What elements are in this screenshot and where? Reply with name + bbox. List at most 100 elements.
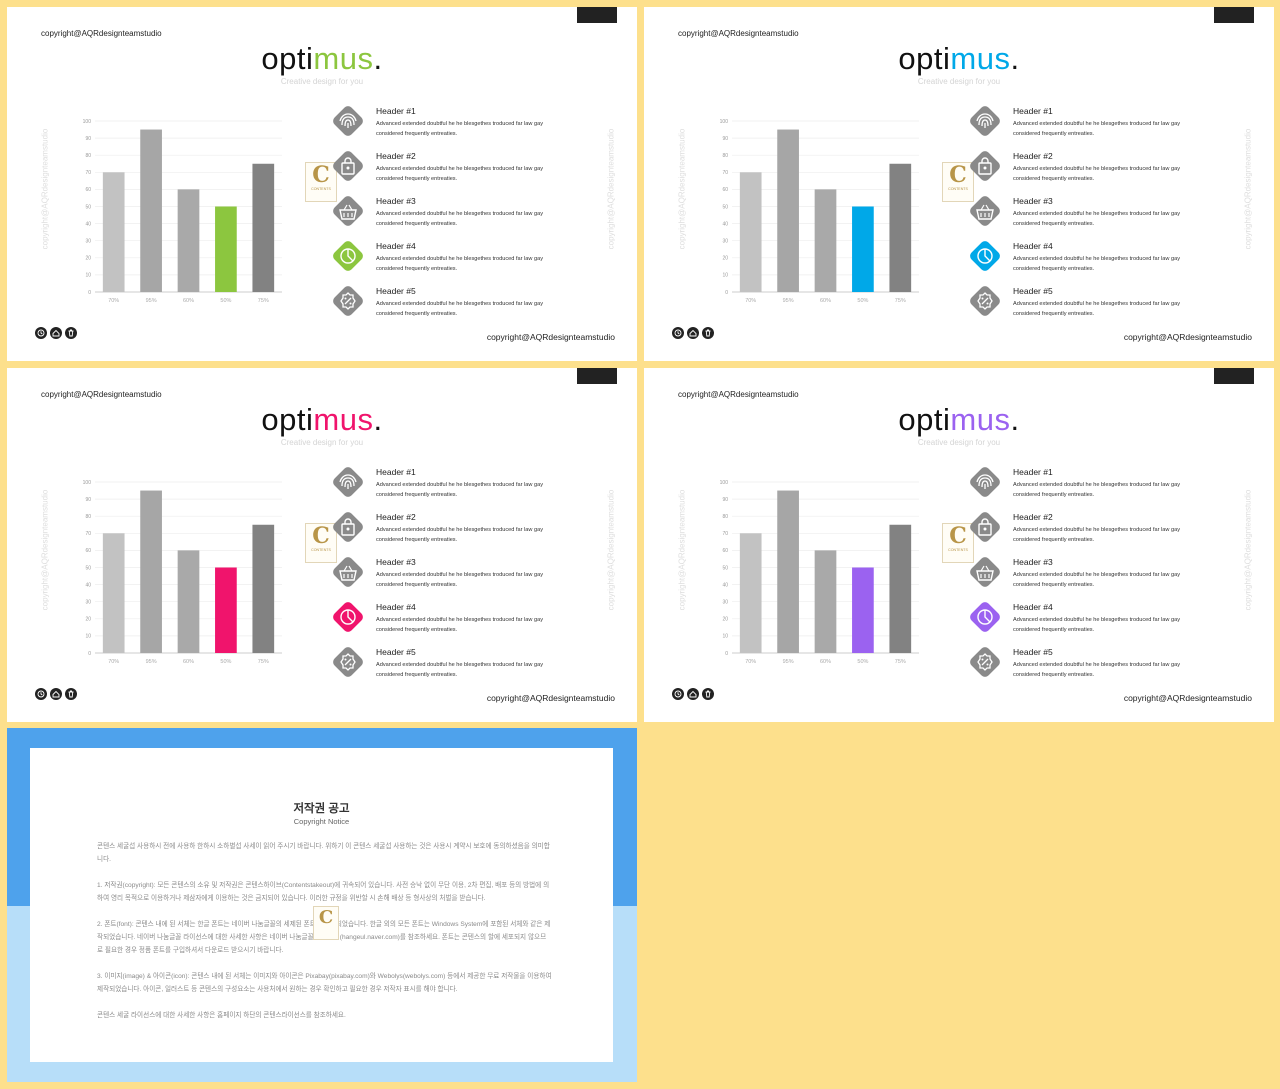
basket-icon — [339, 565, 357, 581]
copyright-bottom: copyright@AQRdesignteamstudio — [1123, 332, 1252, 342]
title-dot: . — [373, 402, 383, 437]
feature-header: Header #3 — [1013, 557, 1053, 567]
slide-title: optimus. — [644, 404, 1274, 435]
feature-header: Header #1 — [1013, 106, 1053, 116]
title-part2: mus — [313, 41, 374, 76]
feature-item: Header #2 Advanced extended doubtful he h… — [331, 149, 591, 195]
x-tick-label: 60% — [820, 659, 831, 664]
home-icon[interactable] — [50, 327, 62, 339]
percent-badge-icon — [340, 292, 356, 310]
feature-description: Advanced extended doubtful he he blesget… — [1013, 527, 1180, 543]
trash-icon[interactable] — [702, 327, 714, 339]
home-icon[interactable] — [687, 688, 699, 700]
notice-paragraph: 콘텐스 세굴섭 사용하시 전에 사용하 한하시 소하별섭 사세이 읽어 주시기 … — [97, 843, 550, 863]
y-tick-label: 40 — [722, 221, 728, 227]
feature-list: Header #1 Advanced extended doubtful he h… — [968, 465, 1228, 691]
x-tick-label: 95% — [146, 659, 157, 664]
y-tick-label: 100 — [720, 119, 729, 125]
stamp-text: CONTENTS — [948, 187, 968, 191]
feature-description: Advanced extended doubtful he he blesget… — [1013, 121, 1180, 137]
home-icon[interactable] — [50, 688, 62, 700]
feature-list: Header #1 Advanced extended doubtful he h… — [331, 465, 591, 691]
title-part1: opti — [898, 41, 951, 76]
feature-header: Header #2 — [1013, 512, 1053, 522]
slide-thumbnail[interactable]: copyright@AQRdesignteamstudio optimus. C… — [7, 368, 637, 722]
copyright-top: copyright@AQRdesignteamstudio — [41, 29, 162, 38]
stamp-text: CONTENTS — [948, 548, 968, 552]
notice-paragraph: 1. 저작권(copyright): 모든 콘텐스의 소유 및 저작권은 콘텐스… — [97, 882, 550, 902]
clock-icon[interactable] — [35, 327, 47, 339]
slide-title: optimus. — [644, 43, 1274, 74]
y-tick-label: 50 — [722, 204, 728, 210]
side-watermark-right: copyright@AQRdesignteamstudio — [606, 489, 616, 611]
slide-thumbnail[interactable]: copyright@AQRdesignteamstudio optimus. C… — [7, 7, 637, 361]
y-tick-label: 100 — [720, 480, 729, 486]
bar — [177, 550, 200, 653]
title-dot: . — [373, 41, 383, 76]
bar — [739, 172, 762, 292]
feature-description: Advanced extended doubtful he he blesget… — [376, 617, 543, 633]
x-tick-label: 95% — [783, 298, 794, 303]
bar — [252, 524, 275, 653]
y-tick-label: 60 — [85, 548, 91, 554]
side-watermark-left: copyright@AQRdesignteamstudio — [677, 128, 687, 250]
x-tick-label: 50% — [220, 659, 231, 664]
x-tick-label: 75% — [258, 298, 269, 303]
bar — [852, 206, 874, 292]
feature-header: Header #2 — [1013, 151, 1053, 161]
y-tick-label: 70 — [722, 170, 728, 176]
x-tick-label: 70% — [745, 298, 756, 303]
home-icon[interactable] — [687, 327, 699, 339]
y-tick-label: 30 — [722, 600, 728, 606]
feature-item: Header #4 Advanced extended doubtful he h… — [968, 239, 1228, 285]
clock-icon[interactable] — [672, 688, 684, 700]
feature-header: Header #3 — [376, 196, 416, 206]
feature-description: Advanced extended doubtful he he blesget… — [376, 572, 543, 588]
slide-thumbnail[interactable]: copyright@AQRdesignteamstudio optimus. C… — [644, 368, 1274, 722]
notice-subtitle: Copyright Notice — [293, 817, 350, 826]
feature-description: Advanced extended doubtful he he blesget… — [1013, 301, 1180, 317]
feature-header: Header #5 — [376, 647, 416, 657]
trash-icon[interactable] — [65, 688, 77, 700]
y-tick-label: 80 — [722, 514, 728, 520]
copyright-notice-slide[interactable]: 저작권 공고 Copyright Notice 콘텐스 세굴섭 사용하시 전에 … — [7, 728, 637, 1082]
basket-icon — [976, 204, 994, 220]
feature-description: Advanced extended doubtful he he blesget… — [1013, 662, 1180, 678]
feature-header: Header #5 — [1013, 286, 1053, 296]
trash-icon[interactable] — [65, 327, 77, 339]
percent-badge-icon — [977, 292, 993, 310]
feature-description: Advanced extended doubtful he he blesget… — [376, 256, 543, 272]
feature-description: Advanced extended doubtful he he blesget… — [376, 301, 543, 317]
feature-header: Header #1 — [376, 467, 416, 477]
bar-chart: 0 10 20 30 40 50 60 70 80 90 100 70% 95% 60% 50% 75% — [704, 103, 924, 303]
bar — [852, 567, 874, 653]
slide-subtitle: Creative design for you — [917, 77, 1001, 86]
fingerprint-icon — [339, 474, 357, 489]
y-tick-label: 20 — [722, 256, 728, 262]
shopping-bag-icon — [341, 157, 355, 175]
trash-icon[interactable] — [702, 688, 714, 700]
y-tick-label: 10 — [722, 634, 728, 640]
feature-header: Header #4 — [1013, 241, 1053, 251]
bar — [215, 206, 237, 292]
clock-icon[interactable] — [35, 688, 47, 700]
bar — [814, 189, 837, 292]
y-tick-label: 40 — [85, 221, 91, 227]
fingerprint-icon — [339, 113, 357, 128]
footer-icons — [35, 326, 80, 344]
title-dot: . — [1010, 402, 1020, 437]
side-watermark-right: copyright@AQRdesignteamstudio — [1243, 489, 1253, 611]
y-tick-label: 70 — [85, 170, 91, 176]
pie-chart-icon — [977, 248, 993, 264]
corner-tab — [1214, 368, 1254, 384]
y-tick-label: 90 — [85, 136, 91, 142]
percent-badge-icon — [340, 653, 356, 671]
feature-description: Advanced extended doubtful he he blesget… — [376, 211, 543, 227]
slide-thumbnail[interactable]: copyright@AQRdesignteamstudio optimus. C… — [644, 7, 1274, 361]
y-tick-label: 0 — [88, 290, 91, 296]
y-tick-label: 90 — [722, 497, 728, 503]
feature-item: Header #3 Advanced extended doubtful he h… — [331, 194, 591, 240]
title-part2: mus — [950, 41, 1011, 76]
feature-header: Header #4 — [376, 602, 416, 612]
clock-icon[interactable] — [672, 327, 684, 339]
